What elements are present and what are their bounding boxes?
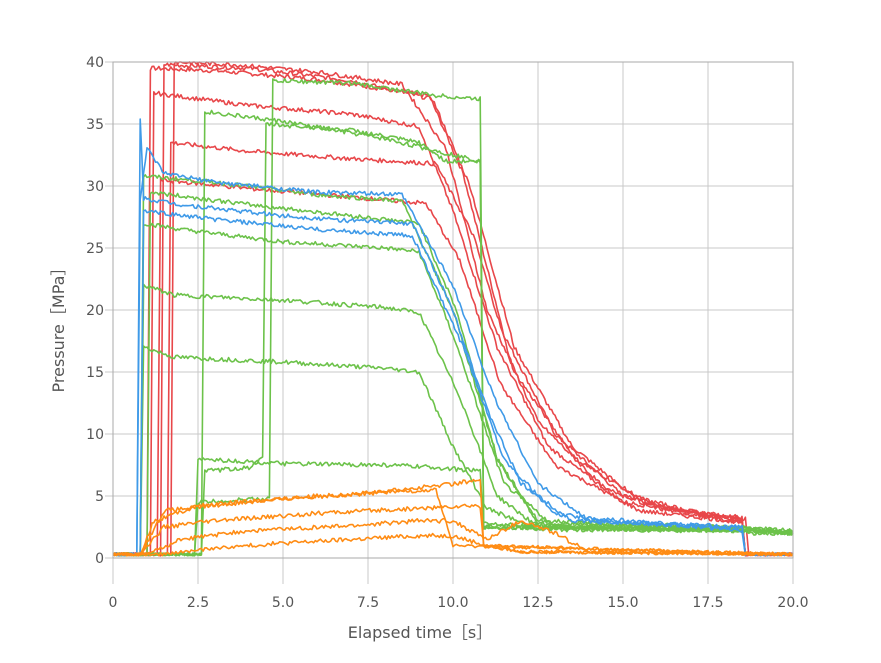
y-tick-label: 20 <box>86 303 104 319</box>
y-tick-labels: 0 5 10 15 20 25 30 35 40 <box>86 55 104 567</box>
orange-series-trace <box>112 503 794 557</box>
x-axis-label: Elapsed time［s］ <box>348 623 492 642</box>
x-tick-label: 10.0 <box>437 595 468 611</box>
y-tick-label: 0 <box>95 551 104 567</box>
x-tick-label: 20.0 <box>777 595 808 611</box>
plot-frame <box>112 61 794 559</box>
y-tick-label: 15 <box>86 365 104 381</box>
x-tick-labels: 0 2.5 5.0 7.5 10.0 12.5 15.0 17.5 20.0 <box>109 595 809 611</box>
green-series-trace <box>112 109 794 557</box>
y-tick-label: 30 <box>86 179 104 195</box>
x-tick-label: 15.0 <box>607 595 638 611</box>
red-series-trace <box>112 141 794 557</box>
blue-series-trace <box>112 118 794 557</box>
orange-series-trace <box>112 487 794 557</box>
series-traces <box>112 61 794 557</box>
red-series-trace <box>112 61 794 557</box>
x-tick-label: 2.5 <box>187 595 209 611</box>
x-tick-label: 5.0 <box>272 595 294 611</box>
blue-series-trace <box>112 209 794 557</box>
y-axis-label: Pressure［MPa］ <box>49 260 68 393</box>
y-tick-label: 10 <box>86 427 104 443</box>
green-series-trace <box>112 345 794 557</box>
x-tick-label: 12.5 <box>522 595 553 611</box>
y-tick-label: 25 <box>86 241 104 257</box>
x-tick-label: 7.5 <box>357 595 379 611</box>
y-tick-label: 5 <box>95 489 104 505</box>
x-tick-label: 0 <box>109 595 118 611</box>
x-tick-label: 17.5 <box>692 595 723 611</box>
red-series-trace <box>112 177 794 557</box>
y-tick-label: 35 <box>86 117 104 133</box>
y-tick-label: 40 <box>86 55 104 71</box>
